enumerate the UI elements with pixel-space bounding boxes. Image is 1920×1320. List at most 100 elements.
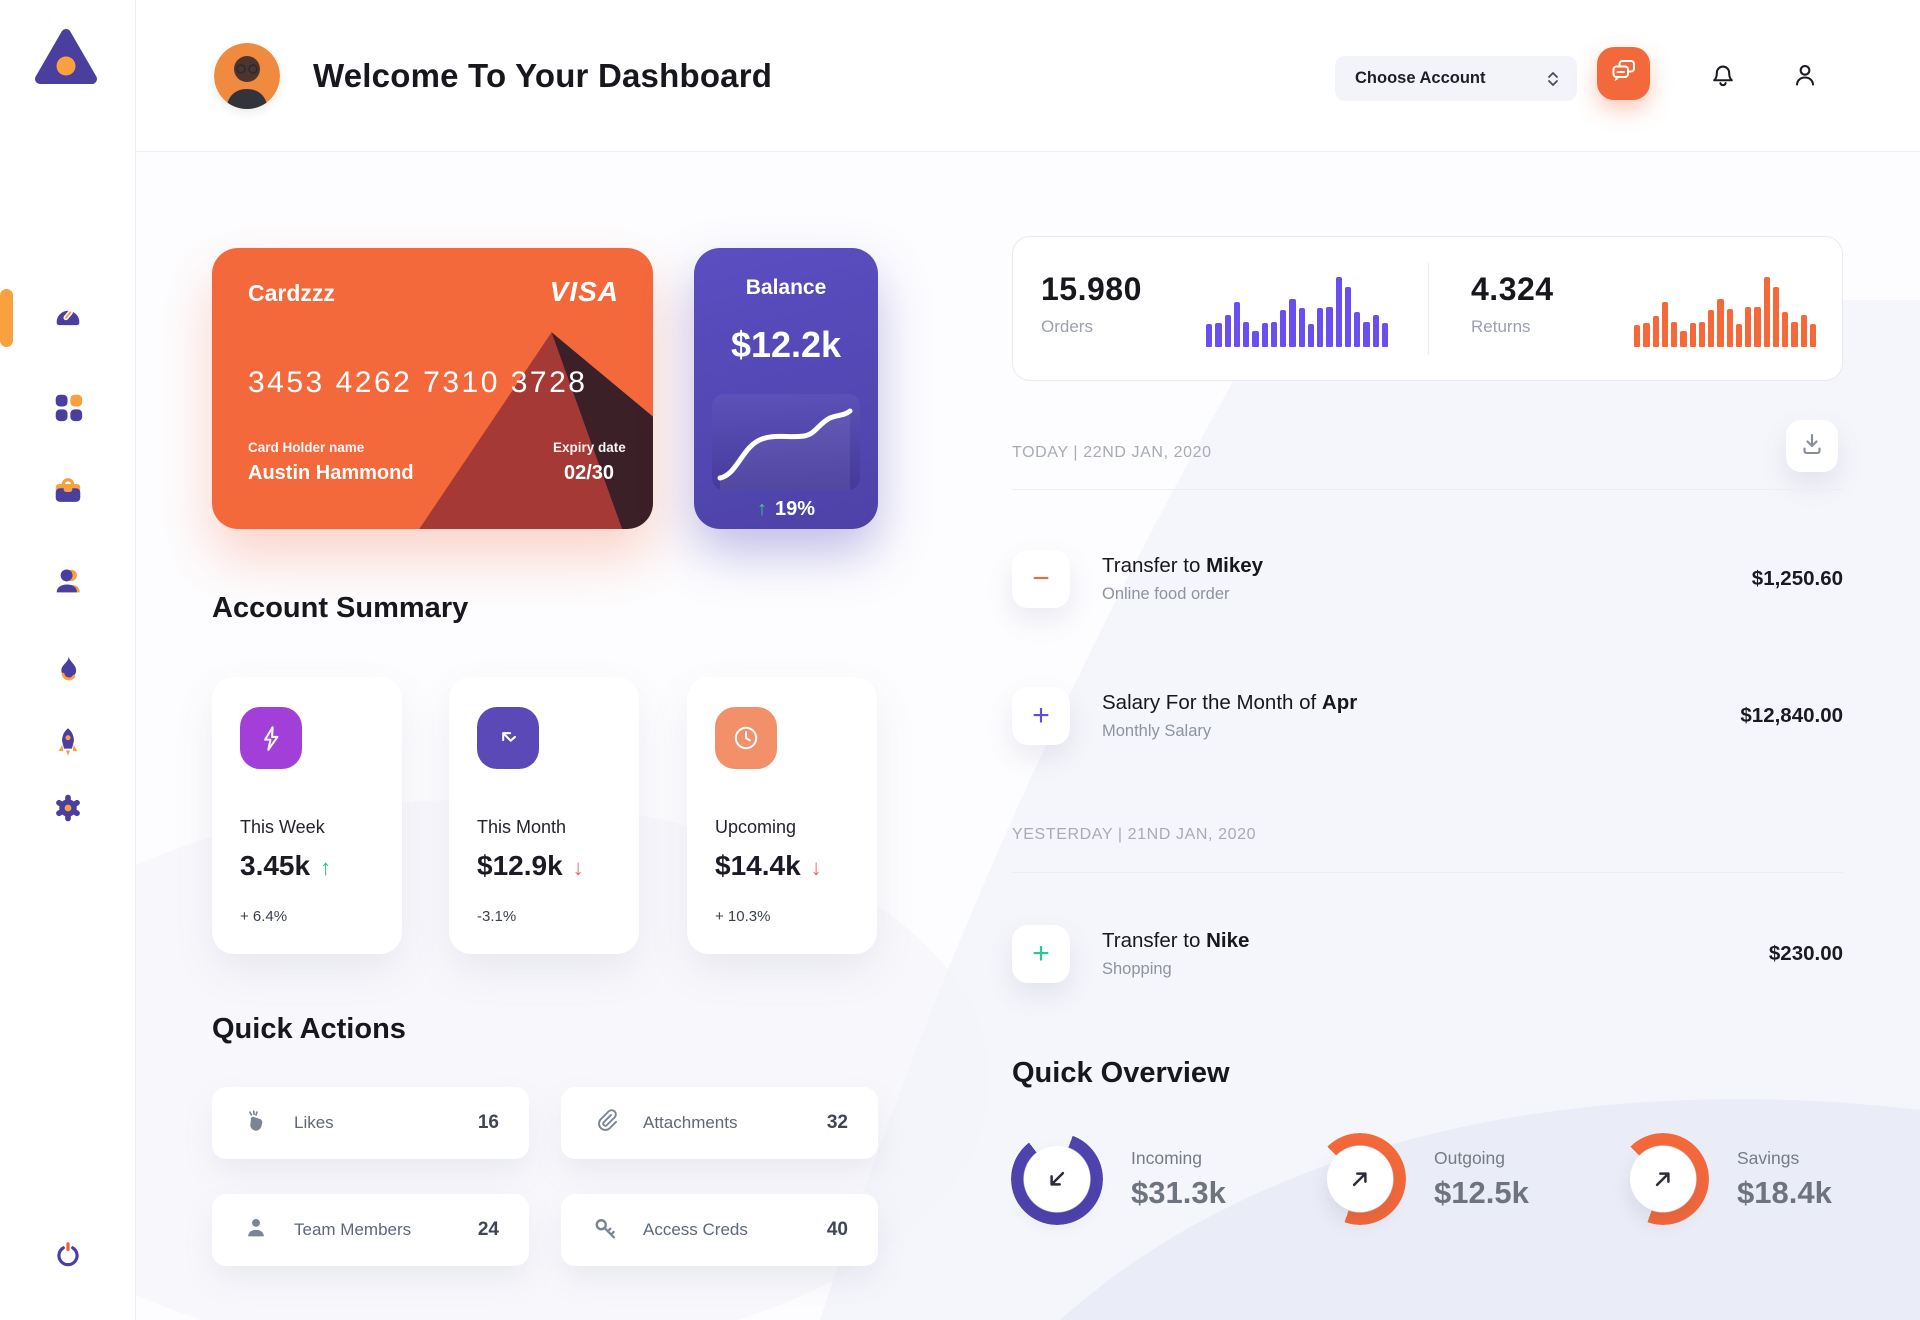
overview-label: Savings xyxy=(1737,1147,1800,1168)
summary-card-this-month[interactable]: This Month $12.9k ↓ -3.1% xyxy=(449,677,639,954)
bell-icon xyxy=(1706,65,1740,97)
quick-actions-heading: Quick Actions xyxy=(212,1013,406,1045)
quick-action-label: Likes xyxy=(294,1113,334,1132)
quick-action-attachments[interactable]: Attachments 32 xyxy=(561,1087,878,1159)
profile-button[interactable] xyxy=(1788,59,1822,93)
download-icon xyxy=(1799,431,1825,462)
transaction-text: Salary For the Month of Apr Monthly Sala… xyxy=(1102,691,1358,740)
balance-amount: $12.2k xyxy=(730,324,842,365)
quick-action-count: 40 xyxy=(826,1219,848,1240)
key-icon xyxy=(591,1214,619,1247)
summary-percent: -3.1% xyxy=(477,908,517,925)
clap-icon xyxy=(242,1107,270,1140)
card-holder-name: Austin Hammond xyxy=(248,462,414,484)
user-avatar[interactable] xyxy=(214,43,280,109)
returns-label: Returns xyxy=(1471,317,1531,336)
chevron-up-down-icon xyxy=(1545,68,1561,90)
transaction-text: Transfer to Nike Shopping xyxy=(1102,929,1250,978)
visa-logo: VISA xyxy=(549,276,619,307)
sidebar-item-activity[interactable] xyxy=(51,652,85,686)
rocket-icon xyxy=(51,728,85,763)
overview-label: Incoming xyxy=(1131,1147,1203,1168)
transaction-group-date: TODAY | 22ND JAN, 2020 xyxy=(1012,444,1212,461)
arrow-down-icon: ↓ xyxy=(810,855,822,880)
sidebar-item-apps[interactable] xyxy=(51,390,85,424)
choose-account-select[interactable]: Choose Account xyxy=(1335,56,1577,101)
quick-overview-heading: Quick Overview xyxy=(1012,1057,1230,1089)
quick-action-count: 32 xyxy=(826,1112,848,1133)
returns-bar-chart xyxy=(1634,275,1816,347)
progress-ring xyxy=(1617,1133,1709,1225)
notifications-button[interactable] xyxy=(1706,59,1740,93)
balance-change: ↑ 19% xyxy=(756,498,816,520)
page-title: Welcome To Your Dashboard xyxy=(313,57,773,94)
overview-value: $18.4k xyxy=(1737,1174,1832,1210)
arrow-up-right-icon xyxy=(1327,1146,1393,1212)
overview-outgoing: Outgoing $12.5k xyxy=(1314,1133,1529,1225)
user-icon xyxy=(51,569,85,603)
card-holder-label: Card Holder name xyxy=(248,440,365,455)
credit-card[interactable]: Cardzzz VISA 3453 4262 7310 3728 Card Ho… xyxy=(212,248,653,529)
lightning-icon xyxy=(240,707,302,769)
person-icon xyxy=(1788,64,1822,97)
quick-action-count: 16 xyxy=(477,1112,499,1133)
stats-divider xyxy=(1428,263,1429,355)
sidebar-item-logout[interactable] xyxy=(51,1237,85,1271)
clock-icon xyxy=(715,707,777,769)
sidebar-item-boost[interactable] xyxy=(51,725,85,759)
balance-card[interactable]: Balance $12.2k ↑ 19% xyxy=(694,248,878,529)
overview-value: $12.5k xyxy=(1434,1174,1529,1210)
transaction-amount: $230.00 xyxy=(1768,942,1843,965)
summary-value: 3.45k ↑ xyxy=(240,850,332,881)
returns-value: 4.324 xyxy=(1471,271,1554,307)
summary-card-upcoming[interactable]: Upcoming $14.4k ↓ + 10.3% xyxy=(687,677,877,954)
plus-icon: + xyxy=(1012,925,1070,983)
quick-action-count: 24 xyxy=(477,1219,499,1240)
active-nav-indicator xyxy=(0,289,13,347)
overview-label: Outgoing xyxy=(1434,1147,1506,1168)
choose-account-label: Choose Account xyxy=(1355,69,1486,87)
sidebar-item-contacts[interactable] xyxy=(51,565,85,599)
summary-percent: + 6.4% xyxy=(240,908,288,925)
transaction-text: Transfer to Mikey Online food order xyxy=(1102,554,1264,603)
chat-button[interactable] xyxy=(1597,47,1650,100)
overview-incoming: Incoming $31.3k xyxy=(1011,1133,1226,1225)
chat-icon xyxy=(1609,56,1639,91)
overview-value: $31.3k xyxy=(1131,1174,1226,1210)
quick-action-team-members[interactable]: Team Members 24 xyxy=(212,1194,529,1266)
summary-label: This Month xyxy=(477,817,567,837)
transaction-group-date: YESTERDAY | 21ND JAN, 2020 xyxy=(1012,826,1257,843)
summary-percent: + 10.3% xyxy=(715,908,771,925)
download-button[interactable] xyxy=(1786,420,1838,472)
transaction-row[interactable]: + Salary For the Month of Apr Monthly Sa… xyxy=(1012,686,1843,746)
briefcase-icon xyxy=(51,478,85,513)
member-icon xyxy=(242,1214,270,1247)
transaction-row[interactable]: − Transfer to Mikey Online food order $1… xyxy=(1012,549,1843,609)
balance-label: Balance xyxy=(745,276,827,299)
orders-returns-stats-card: 15.980 Orders 4.324 Returns xyxy=(1012,236,1843,381)
sidebar-item-dashboard[interactable] xyxy=(51,299,85,333)
orders-label: Orders xyxy=(1041,317,1093,336)
summary-value: $14.4k ↓ xyxy=(715,850,822,881)
sidebar-item-portfolio[interactable] xyxy=(51,475,85,509)
overview-savings: Savings $18.4k xyxy=(1617,1133,1832,1225)
plus-icon: + xyxy=(1012,687,1070,745)
summary-label: This Week xyxy=(240,817,325,837)
balance-sparkline xyxy=(712,394,860,490)
progress-ring xyxy=(1314,1133,1406,1225)
quick-action-access-creds[interactable]: Access Creds 40 xyxy=(561,1194,878,1266)
quick-action-likes[interactable]: Likes 16 xyxy=(212,1087,529,1159)
speedometer-icon xyxy=(51,309,85,337)
paperclip-icon xyxy=(591,1107,619,1140)
summary-card-this-week[interactable]: This Week 3.45k ↑ + 6.4% xyxy=(212,677,402,954)
progress-ring xyxy=(1011,1133,1103,1225)
arrow-up-icon: ↑ xyxy=(320,855,332,880)
arrow-up-icon: ↑ xyxy=(756,498,767,520)
transaction-row[interactable]: + Transfer to Nike Shopping $230.00 xyxy=(1012,924,1843,984)
sidebar-item-settings[interactable] xyxy=(51,791,85,825)
account-summary-heading: Account Summary xyxy=(212,592,469,624)
sidebar xyxy=(0,0,136,1320)
app-logo[interactable] xyxy=(33,24,99,95)
arrow-up-right-icon xyxy=(1630,1146,1696,1212)
orders-value: 15.980 xyxy=(1041,271,1142,307)
